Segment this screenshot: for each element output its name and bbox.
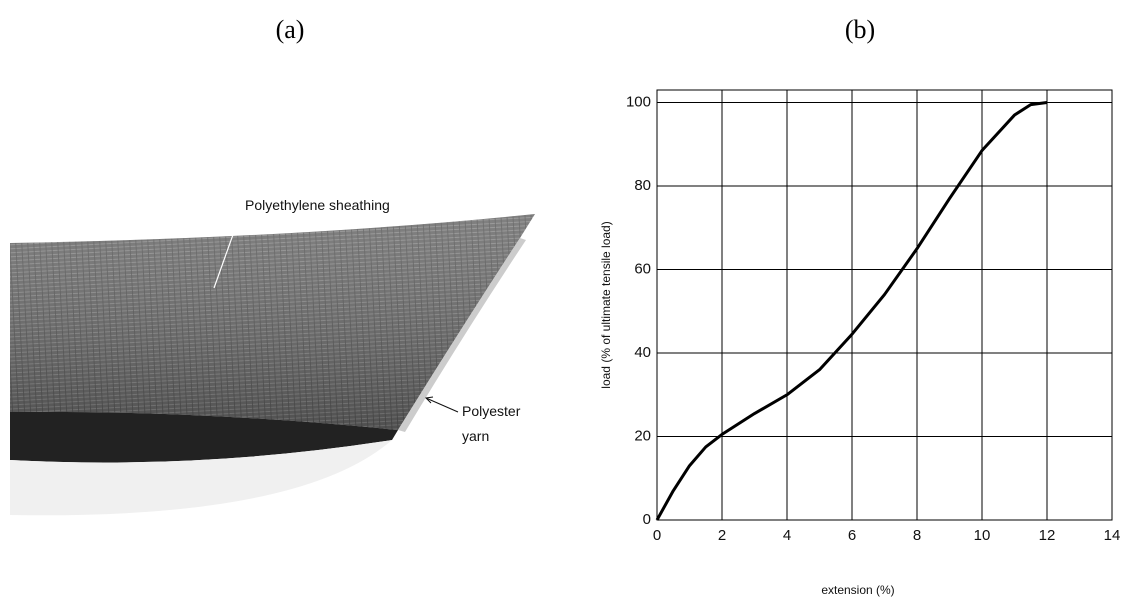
x-axis-label: extension (%) (821, 583, 894, 597)
x-tick-label: 2 (718, 527, 726, 544)
photo (10, 214, 535, 516)
panel-label: (b) (845, 15, 875, 44)
arrow (425, 397, 459, 413)
annotation: Polyethylene sheathing (245, 197, 390, 213)
y-tick-label: 60 (634, 260, 651, 277)
data-line (655, 101, 1048, 521)
y-tick-label: 40 (634, 344, 651, 361)
y-tick-label: 0 (643, 511, 651, 528)
arrow (213, 214, 241, 289)
x-tick-label: 8 (913, 527, 921, 544)
y-axis-label: load (% of ultimate tensile load) (599, 221, 613, 388)
y-tick-label: 100 (626, 93, 651, 110)
x-tick-label: 12 (1039, 527, 1056, 544)
y-tick-label: 80 (634, 177, 651, 194)
x-tick-label: 0 (653, 527, 661, 544)
x-tick-label: 6 (848, 527, 856, 544)
annotation: yarn (462, 428, 489, 444)
x-tick-label: 10 (974, 527, 991, 544)
y-tick-label: 20 (634, 427, 651, 444)
x-tick-label: 14 (1104, 527, 1121, 544)
panel-label: (a) (276, 15, 305, 44)
plot-frame (656, 89, 1113, 521)
arrow-head (424, 396, 434, 404)
x-tick-label: 4 (783, 527, 791, 544)
annotation: Polyester (462, 403, 521, 419)
